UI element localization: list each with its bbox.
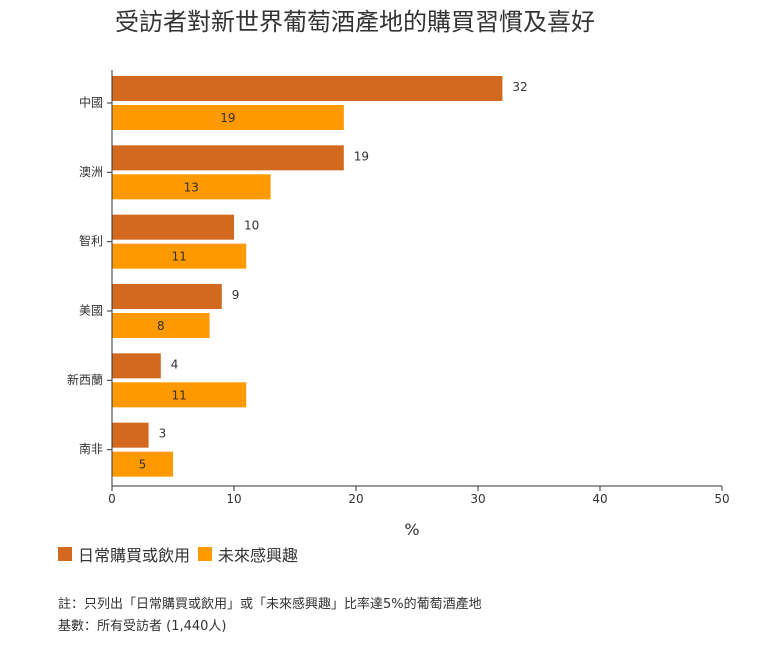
value-label: 32 bbox=[512, 80, 527, 94]
bar-chart: 32 19 中國 19 13 澳洲 10 11 智利 9 8 美國 4 11 新西蘭 3 5 南非 0 10 20 30 4… bbox=[67, 70, 730, 539]
category-label: 美國 bbox=[79, 304, 103, 318]
value-label: 5 bbox=[139, 458, 147, 472]
x-tick-label: 10 bbox=[226, 492, 241, 506]
x-tick-label: 50 bbox=[714, 492, 729, 506]
bar-future bbox=[112, 451, 173, 477]
x-tick-label: 0 bbox=[108, 492, 116, 506]
legend-label-future: 未來感興趣 bbox=[218, 546, 299, 565]
bar-daily bbox=[112, 422, 149, 448]
bar-future bbox=[112, 382, 247, 408]
value-label: 3 bbox=[159, 427, 167, 441]
value-label: 19 bbox=[354, 149, 369, 163]
x-tick-label: 30 bbox=[470, 492, 485, 506]
category-label: 新西蘭 bbox=[67, 372, 103, 387]
legend-swatch-future bbox=[198, 547, 213, 561]
bar-daily bbox=[112, 145, 344, 171]
bar-future bbox=[112, 105, 344, 130]
bar-daily bbox=[112, 76, 503, 101]
value-label: 8 bbox=[157, 319, 165, 333]
value-label: 13 bbox=[184, 180, 199, 194]
legend-item-future: 未來感興趣 bbox=[198, 542, 298, 566]
x-tick-label: 20 bbox=[348, 492, 363, 506]
category-label: 澳洲 bbox=[79, 165, 103, 179]
value-label: 11 bbox=[171, 250, 186, 264]
bar-future bbox=[112, 313, 210, 338]
legend: 日常購買或飲用 未來感興趣 bbox=[58, 542, 306, 566]
bar-future bbox=[112, 243, 247, 269]
legend-item-daily: 日常購買或飲用 bbox=[58, 542, 190, 566]
bar-daily bbox=[112, 214, 234, 240]
bar-future bbox=[112, 174, 271, 200]
value-label: 10 bbox=[244, 219, 259, 233]
note-text: 註：只列出「日常購買或飲用」或「未來感興趣」比率達5%的葡萄酒產地 bbox=[58, 597, 482, 612]
value-label: 4 bbox=[171, 357, 179, 371]
chart-title: 受訪者對新世界葡萄酒產地的購買習慣及喜好 bbox=[115, 8, 595, 36]
legend-swatch-daily bbox=[58, 547, 72, 561]
category-label: 智利 bbox=[79, 233, 103, 248]
value-label: 11 bbox=[171, 388, 186, 402]
legend-label-daily: 日常購買或飲用 bbox=[78, 546, 191, 565]
x-axis-label: % bbox=[404, 520, 419, 539]
chart-notes: 註：只列出「日常購買或飲用」或「未來感興趣」比率達5%的葡萄酒產地 基數：所有受… bbox=[58, 594, 482, 638]
category-label: 南非 bbox=[79, 441, 103, 456]
base-text: 基數：所有受訪者 (1,440人) bbox=[58, 619, 227, 634]
bar-daily bbox=[112, 284, 222, 309]
bar-daily bbox=[112, 353, 161, 379]
value-label: 9 bbox=[232, 288, 240, 302]
value-label: 19 bbox=[220, 111, 235, 125]
x-tick-label: 40 bbox=[592, 492, 607, 506]
category-label: 中國 bbox=[79, 95, 103, 110]
